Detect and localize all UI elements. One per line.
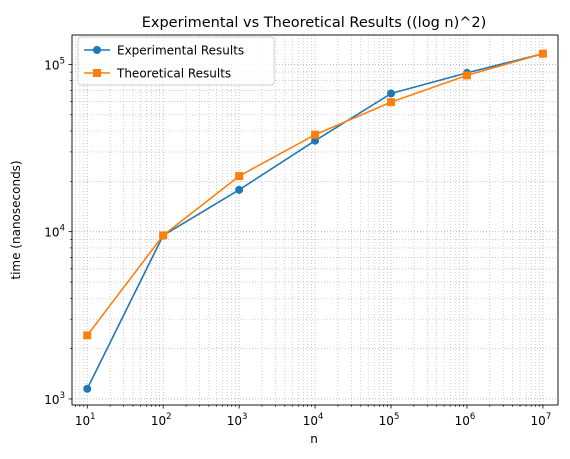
series-layer bbox=[83, 49, 547, 393]
data-point-square bbox=[235, 172, 244, 181]
y-axis-label: time (nanoseconds) bbox=[9, 160, 23, 279]
legend-marker-square bbox=[93, 69, 101, 77]
legend-label: Experimental Results bbox=[117, 44, 244, 58]
x-tick-label: 102 bbox=[151, 412, 172, 428]
data-point-circle bbox=[387, 89, 396, 98]
x-tick-label: 107 bbox=[531, 412, 552, 428]
data-point-circle bbox=[235, 185, 244, 194]
legend-marker-circle bbox=[93, 46, 101, 54]
y-tick-label: 104 bbox=[44, 224, 65, 240]
data-point-square bbox=[538, 49, 547, 58]
chart-title: Experimental vs Theoretical Results ((lo… bbox=[142, 15, 487, 31]
data-point-square bbox=[83, 331, 92, 340]
data-point-square bbox=[159, 231, 168, 240]
x-tick-label: 103 bbox=[227, 412, 248, 428]
x-tick-label: 105 bbox=[379, 412, 400, 428]
x-axis-label: n bbox=[310, 432, 318, 446]
data-point-square bbox=[311, 130, 320, 139]
legend-box bbox=[77, 36, 275, 86]
y-tick-label: 105 bbox=[44, 56, 65, 72]
x-axis-ticks: 101 102 103 104 105 106 107 bbox=[75, 405, 551, 428]
y-axis-ticks: 103 104 105 bbox=[44, 56, 72, 407]
data-point-square bbox=[462, 71, 471, 80]
x-tick-label: 104 bbox=[303, 412, 324, 428]
x-tick-label: 106 bbox=[455, 412, 476, 428]
legend-label: Theoretical Results bbox=[116, 67, 231, 81]
y-tick-label: 103 bbox=[44, 391, 65, 407]
data-point-circle bbox=[83, 384, 92, 393]
legend: Experimental Results Theoretical Results bbox=[77, 36, 275, 86]
x-tick-label: 101 bbox=[75, 412, 96, 428]
data-point-square bbox=[387, 98, 396, 107]
